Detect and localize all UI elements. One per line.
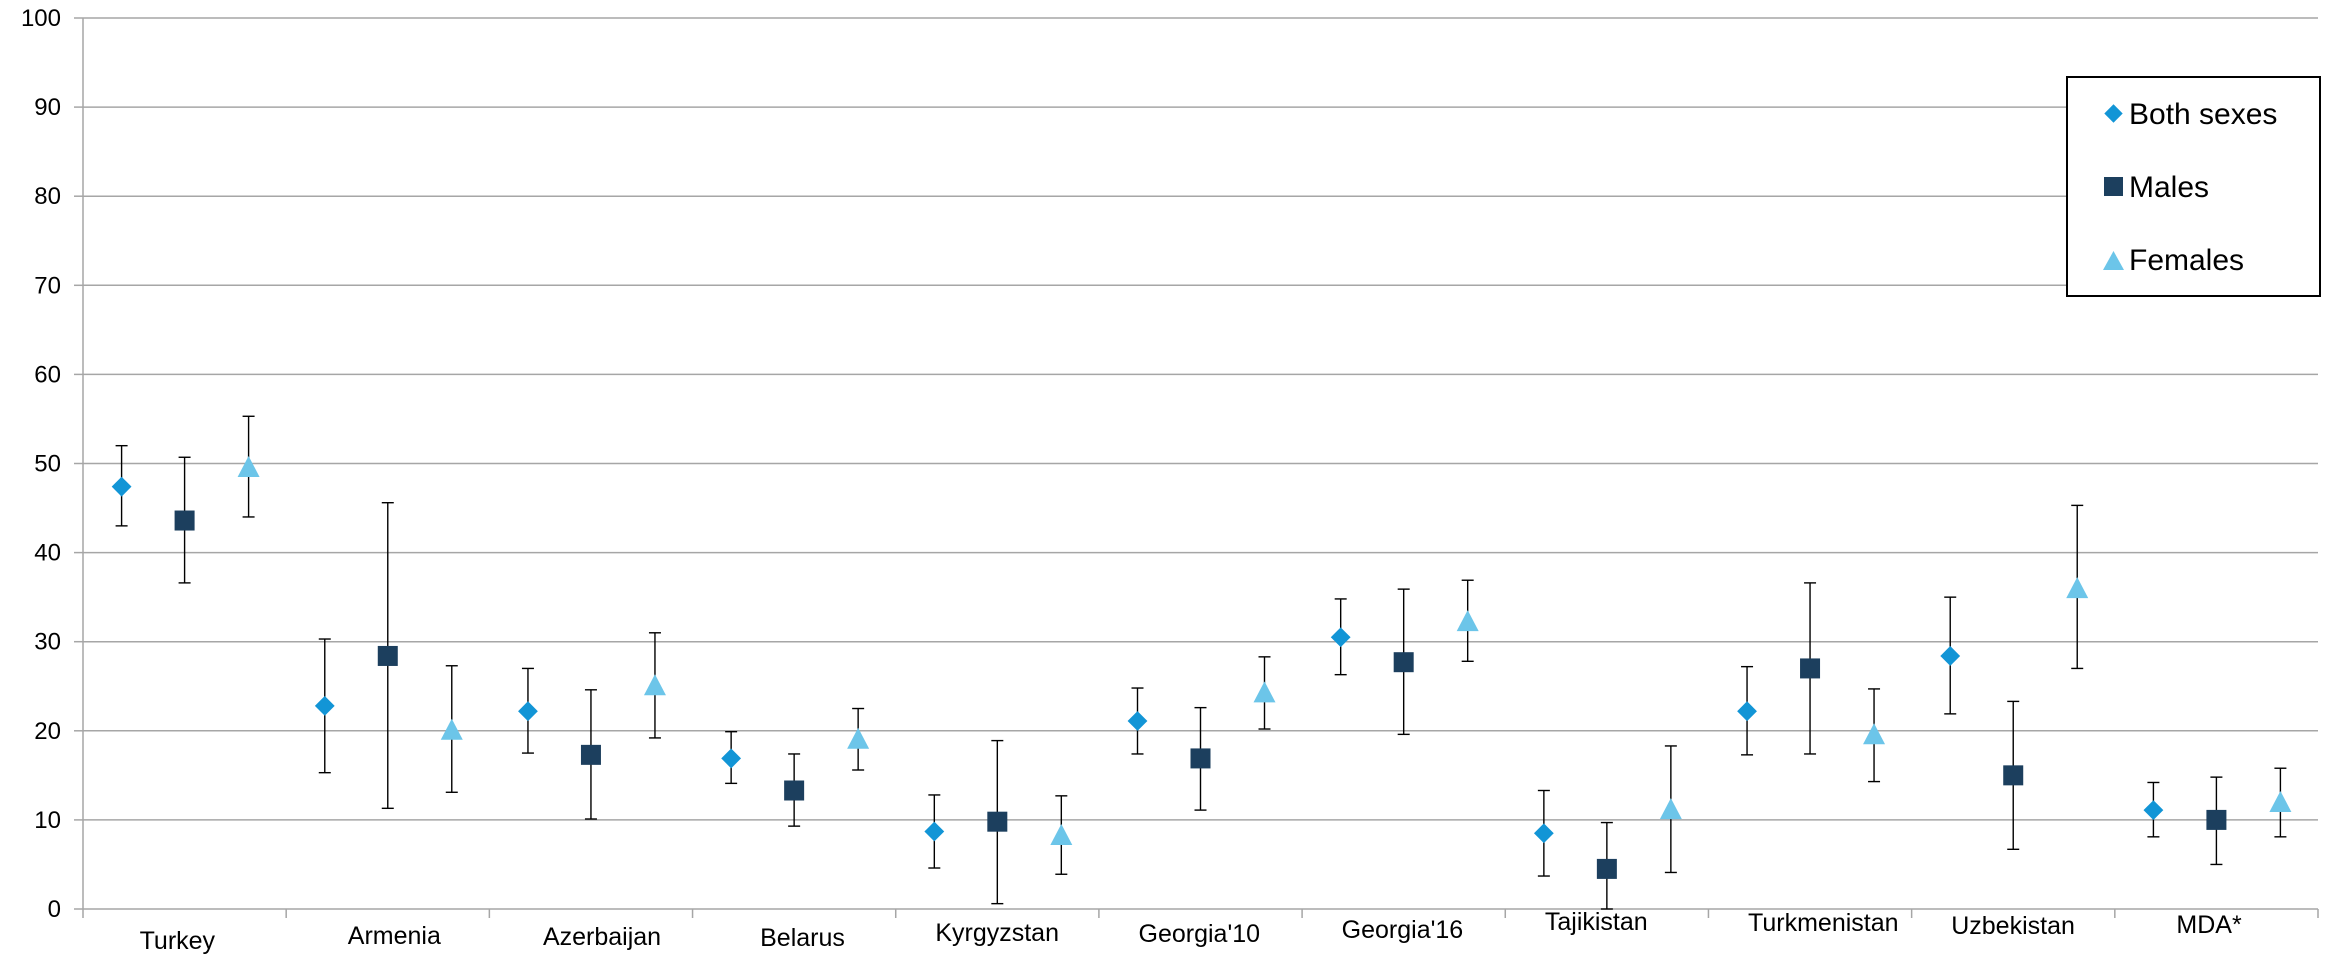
data-point-males [377, 645, 398, 666]
data-point-females [847, 727, 870, 749]
category-label: Azerbaijan [543, 923, 661, 951]
legend: Both sexes Males Females [2066, 76, 2321, 297]
category-label: Uzbekistan [1951, 912, 2075, 940]
y-tick-label: 10 [34, 807, 61, 834]
data-point-males [987, 811, 1008, 832]
data-point-females [1050, 823, 1073, 845]
data-point-males [2206, 809, 2227, 830]
data-point-both-sexes [1940, 646, 1961, 666]
category-label: Georgia'10 [1139, 920, 1261, 948]
gridlines [83, 17, 2318, 821]
legend-item-males: Males [2104, 171, 2209, 204]
y-tick-label: 90 [34, 94, 61, 121]
y-tick-label: 20 [34, 718, 61, 745]
square-icon [2104, 177, 2123, 196]
legend-label-females: Females [2129, 244, 2244, 277]
data-point-both-sexes [1737, 701, 1757, 722]
category-label: Georgia'16 [1342, 916, 1464, 944]
category-label: Tajikistan [1545, 908, 1648, 936]
data-point-males [1800, 658, 1821, 679]
data-point-males [2003, 765, 2024, 786]
category-label: Belarus [760, 924, 845, 952]
legend-label-males: Males [2129, 171, 2209, 204]
data-point-males [1596, 858, 1617, 879]
data-point-both-sexes [721, 748, 742, 769]
y-tick-label: 60 [34, 361, 61, 388]
error-bars [115, 415, 2287, 910]
data-point-males [174, 510, 195, 531]
axes [74, 17, 2319, 918]
data-point-females [1456, 610, 1479, 632]
data-point-females [1659, 798, 1682, 820]
triangle-icon [2103, 251, 2124, 270]
category-labels: Turkey Armenia Azerbaijan Belarus Kyrgyzstan… [140, 908, 2242, 955]
y-tick-label: 30 [34, 629, 61, 656]
data-point-males [1393, 652, 1414, 673]
data-point-females [237, 455, 260, 477]
y-tick-label: 0 [48, 896, 61, 923]
data-point-females [440, 718, 463, 740]
category-label: Kyrgyzstan [935, 919, 1059, 947]
category-label: Armenia [348, 922, 441, 950]
legend-item-females: Females [2103, 244, 2244, 277]
data-point-both-sexes [314, 695, 335, 716]
data-point-males [580, 744, 601, 765]
category-label: Turkey [140, 927, 216, 955]
data-point-both-sexes [1127, 711, 1148, 731]
data-point-both-sexes [1533, 823, 1554, 844]
category-label: Turkmenistan [1748, 909, 1899, 937]
data-point-females [2269, 790, 2292, 812]
data-point-females [643, 674, 666, 696]
data-point-both-sexes [518, 701, 538, 722]
y-tick-label: 50 [34, 451, 61, 478]
data-point-females [1253, 681, 1276, 703]
data-point-females [2066, 577, 2089, 599]
category-label: MDA* [2176, 911, 2242, 939]
data-point-both-sexes [111, 476, 132, 497]
data-point-both-sexes [1330, 627, 1351, 648]
data-point-males [1190, 748, 1211, 769]
diamond-icon [2104, 104, 2123, 123]
y-tick-label: 80 [34, 183, 61, 210]
data-point-both-sexes [2143, 800, 2164, 820]
data-point-females [1863, 723, 1886, 745]
y-tick-label: 100 [21, 5, 61, 32]
data-point-both-sexes [924, 821, 945, 842]
data-markers [111, 455, 2292, 879]
legend-label-both-sexes: Both sexes [2129, 98, 2277, 131]
legend-item-both-sexes: Both sexes [2104, 98, 2277, 131]
y-tick-label: 70 [34, 272, 61, 299]
data-point-males [784, 780, 805, 801]
y-tick-label: 40 [34, 540, 61, 567]
y-tick-labels: 0 10 20 30 40 50 60 70 80 90 100 [21, 5, 61, 923]
